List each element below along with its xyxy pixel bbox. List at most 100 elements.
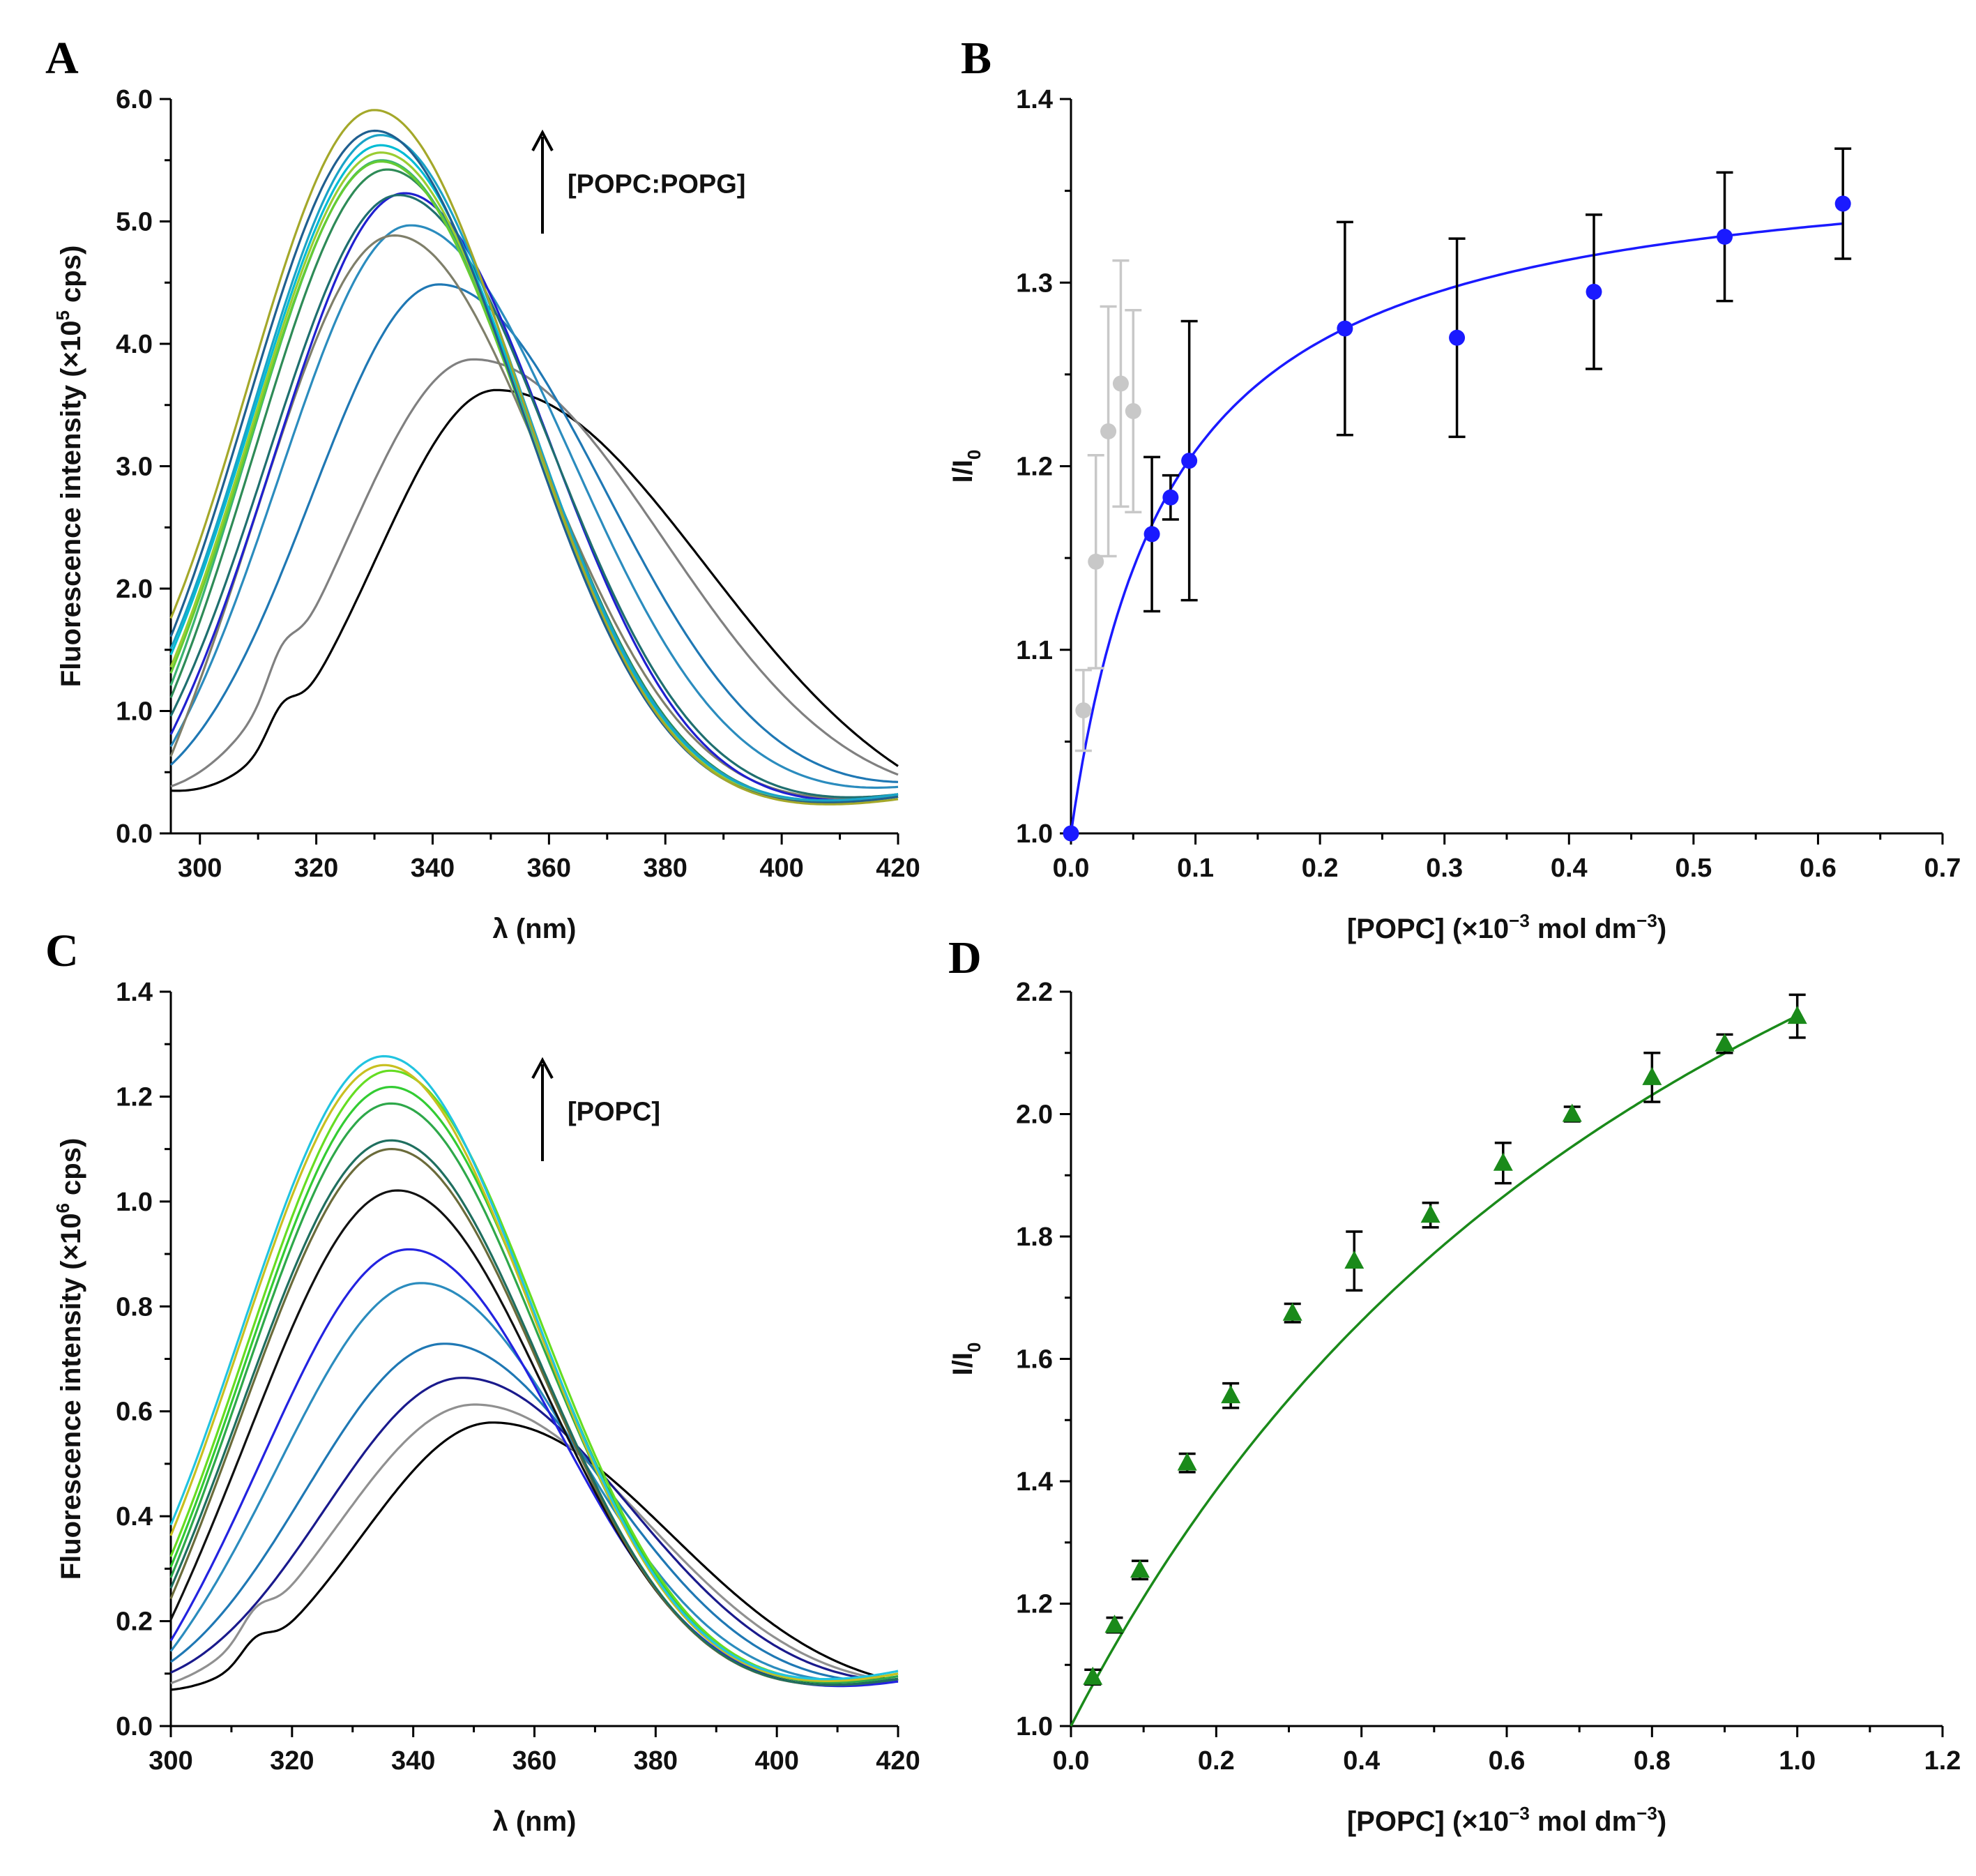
panel-a: A 300 320 340 360 380 400 420 0.0 1.0 2.0 3.0 4.0 5.… [45, 33, 920, 944]
y-tick-label: 1.4 [116, 978, 153, 1007]
x-axis-title-exponent-2: −3 [1636, 1803, 1657, 1824]
y-tick-label: 2.0 [1016, 1100, 1053, 1130]
y-axis-title: Fluorescence intensity (×105 cps) [52, 245, 86, 688]
x-tick-label: 0.6 [1800, 854, 1837, 883]
y-axis-title-exponent: 5 [52, 310, 73, 320]
data-point [1177, 1452, 1197, 1471]
panel-letter-a: A [45, 33, 79, 84]
data-point [1125, 403, 1141, 420]
y-tick-label: 5.0 [116, 208, 153, 237]
x-tick-label: 0.8 [1634, 1746, 1671, 1776]
panel-letter-b: B [961, 33, 991, 84]
y-tick-label: 1.8 [1016, 1223, 1053, 1252]
y-tick-label: 1.2 [116, 1082, 153, 1112]
spectrum-line [169, 109, 899, 805]
x-tick-label: 320 [270, 1746, 314, 1776]
y-tick-label: 0.0 [116, 819, 153, 849]
y-axis-title: I/I0 [948, 450, 985, 483]
data-point [1717, 228, 1733, 245]
x-axis-title: [POPC] (×10−3 mol dm−3) [1347, 910, 1666, 944]
y-axis-title-unit: cps) [56, 245, 86, 310]
data-point [1344, 1250, 1365, 1269]
panel-d-plot: 0.0 0.2 0.4 0.6 0.8 1.0 1.2 1.0 1.2 1.4 1.6 1.8 2.0 2… [948, 978, 1961, 1837]
data-point [1088, 553, 1104, 570]
x-axis-title-end: ) [1657, 1806, 1666, 1837]
y-tick-label: 2.0 [116, 575, 153, 604]
spectrum-line [169, 1064, 899, 1682]
annotation-label: [POPC] [568, 1098, 660, 1127]
panel-a-plot: 300 320 340 360 380 400 420 0.0 1.0 2.0 3.0 4.0 5.0 6… [52, 85, 920, 944]
y-tick-label: 1.0 [116, 697, 153, 727]
x-axis-title: λ (nm) [493, 914, 577, 944]
y-axis-title-main: Fluorescence intensity (×10 [56, 321, 86, 688]
x-tick-label: 420 [876, 854, 920, 883]
x-axis-title-main: [POPC] (×10 [1347, 1806, 1509, 1837]
x-tick-label: 360 [512, 1746, 556, 1776]
x-tick-label: 400 [754, 1746, 798, 1776]
y-axis-title-main: I/I [948, 1352, 978, 1375]
y-axis-title-subscript: 0 [964, 450, 985, 460]
y-tick-label: 1.4 [1016, 1467, 1053, 1497]
y-tick-label: 0.6 [116, 1398, 153, 1427]
x-tick-label: 0.5 [1675, 854, 1712, 883]
data-point [1449, 329, 1466, 346]
series-data [1083, 993, 1807, 1686]
y-tick-label: 3.0 [116, 453, 153, 482]
y-tick-label: 0.4 [116, 1502, 153, 1531]
spectrum-line [169, 1139, 899, 1686]
y-tick-label: 1.3 [1016, 268, 1053, 298]
x-axis-title: λ (nm) [493, 1806, 577, 1837]
data-point [1100, 423, 1117, 439]
panel-letter-d: D [948, 932, 982, 983]
x-tick-label: 1.2 [1924, 1746, 1961, 1776]
series-fitted [1063, 147, 1852, 842]
panel-c-plot: 300 320 340 360 380 400 420 0.0 0.2 0.4 0.6 0.8 1.0 1… [52, 978, 920, 1837]
x-tick-label: 300 [149, 1746, 192, 1776]
x-tick-label: 0.6 [1489, 1746, 1526, 1776]
x-tick-label: 0.1 [1177, 854, 1214, 883]
y-tick-label: 6.0 [116, 85, 153, 114]
x-axis-title-exponent: −3 [1509, 910, 1530, 931]
x-axis-title-main: [POPC] (×10 [1347, 914, 1509, 944]
x-tick-label: 420 [876, 1746, 920, 1776]
y-axis-title-subscript: 0 [964, 1342, 985, 1352]
y-tick-label: 1.1 [1016, 636, 1053, 665]
spectrum-line [170, 388, 899, 792]
series-excluded [1074, 259, 1142, 752]
spectrum-line [169, 1054, 899, 1681]
y-tick-label: 1.6 [1016, 1345, 1053, 1375]
y-tick-label: 1.0 [1016, 819, 1053, 849]
data-point [1493, 1152, 1513, 1171]
y-tick-label: 0.8 [116, 1292, 153, 1322]
spectrum-line [170, 1403, 899, 1685]
x-tick-label: 360 [527, 854, 571, 883]
spectrum-line [169, 151, 899, 803]
annotation-label: [POPC:POPG] [568, 170, 745, 199]
x-axis-title: [POPC] (×10−3 mol dm−3) [1347, 1803, 1666, 1837]
y-tick-label: 1.0 [116, 1188, 153, 1217]
spectrum-line [169, 283, 899, 783]
fit-curve [1070, 1014, 1798, 1727]
x-tick-label: 0.2 [1302, 854, 1339, 883]
spectra-lines [169, 109, 899, 805]
y-tick-label: 0.0 [116, 1712, 153, 1741]
increase-arrow-head [531, 1057, 554, 1079]
data-point [1083, 1666, 1103, 1685]
spectrum-line [169, 194, 899, 799]
y-tick-label: 1.2 [1016, 1590, 1053, 1619]
x-tick-label: 0.2 [1198, 1746, 1235, 1776]
y-axis-title-unit: cps) [56, 1138, 86, 1203]
data-point [1715, 1033, 1735, 1052]
y-axis-title-main: Fluorescence intensity (×10 [56, 1213, 86, 1580]
y-tick-label: 1.0 [1016, 1712, 1053, 1741]
data-point [1562, 1103, 1582, 1122]
x-axis-title-exponent: −3 [1509, 1803, 1530, 1824]
spectrum-line [169, 1282, 899, 1683]
y-axis-title: Fluorescence intensity (×106 cps) [52, 1138, 86, 1580]
spectrum-line [169, 134, 899, 802]
x-tick-label: 0.4 [1343, 1746, 1380, 1776]
panel-b-plot: 0.0 0.1 0.2 0.3 0.4 0.5 0.6 0.7 1.0 1.1 1.2 1.3 1.4 [… [948, 85, 1961, 944]
y-axis-title-exponent: 6 [52, 1203, 73, 1213]
y-tick-label: 4.0 [116, 330, 153, 359]
